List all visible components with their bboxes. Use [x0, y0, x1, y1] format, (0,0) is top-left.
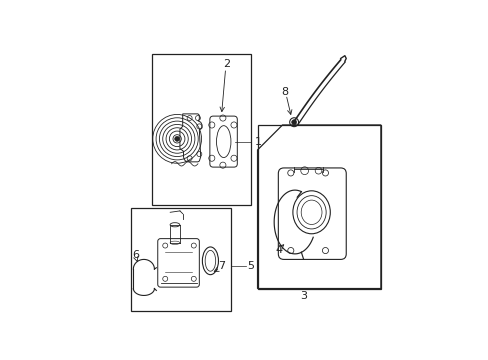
Text: 2: 2: [223, 59, 230, 69]
Text: 3: 3: [299, 291, 306, 301]
Text: 8: 8: [281, 87, 288, 97]
Text: 4: 4: [275, 245, 282, 255]
Text: 7: 7: [218, 261, 224, 271]
Bar: [257, 125, 380, 288]
Circle shape: [174, 136, 179, 141]
Text: 5: 5: [246, 261, 253, 271]
Bar: [152, 54, 250, 205]
Text: 1: 1: [254, 136, 261, 147]
Text: 6: 6: [132, 250, 139, 260]
Circle shape: [291, 120, 296, 125]
Bar: [131, 208, 231, 311]
